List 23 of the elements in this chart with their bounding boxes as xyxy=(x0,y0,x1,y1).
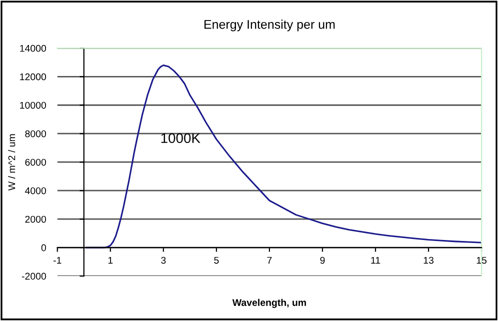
annotation: 1000K xyxy=(161,133,200,144)
y-tick-label: 0 xyxy=(41,244,46,252)
x-tick-label: 15 xyxy=(476,256,487,264)
y-tick-label: 6000 xyxy=(25,158,46,166)
x-tick-label: 9 xyxy=(320,256,325,264)
x-tick-label: 11 xyxy=(371,256,380,264)
y-tick-label: 8000 xyxy=(25,130,46,138)
line-series xyxy=(86,64,482,248)
y-axis-title: W / m^2 / um xyxy=(8,134,16,191)
y-tick-label: 2000 xyxy=(25,216,46,223)
y-tick-label: 4000 xyxy=(24,187,46,194)
y-tick-label: 14000 xyxy=(20,44,46,52)
y-tick-label: 12000 xyxy=(20,73,46,80)
y-tick-label: -2000 xyxy=(22,272,46,280)
chart-title: Energy Intensity per um xyxy=(204,20,335,32)
x-tick-label: 5 xyxy=(214,256,219,264)
x-tick-label: 3 xyxy=(161,256,166,264)
y-tick-label: 10000 xyxy=(20,102,46,109)
x-tick-label: 1 xyxy=(108,256,113,264)
x-tick-label: 13 xyxy=(424,256,434,264)
x-tick-label: -1 xyxy=(53,256,62,264)
x-tick-label: 7 xyxy=(267,256,272,264)
x-axis-title: Wavelength, um xyxy=(232,298,306,308)
